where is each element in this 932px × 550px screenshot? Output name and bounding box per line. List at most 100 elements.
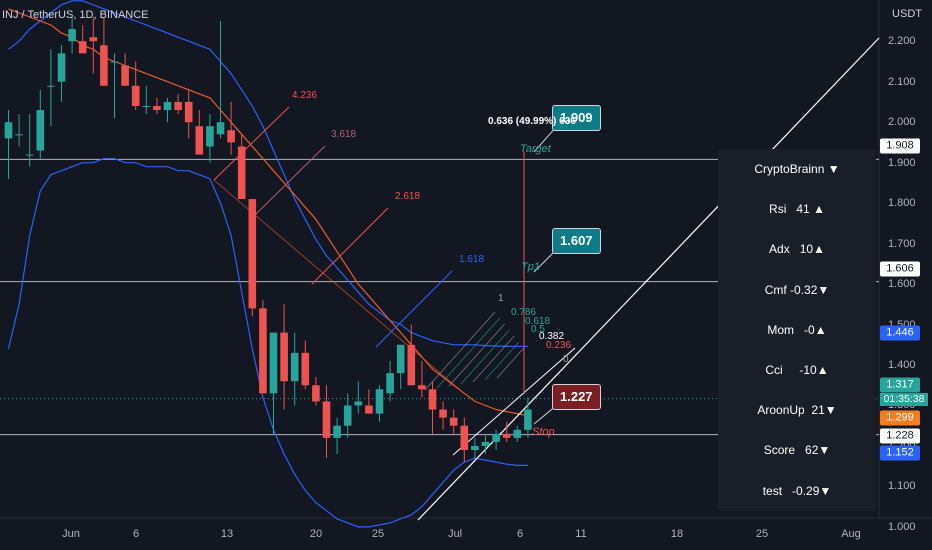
bar-countdown: 01:35:38	[880, 393, 928, 406]
candle-body-14	[153, 105, 161, 111]
candle-body-25	[269, 332, 278, 394]
level-badge-1228: 1.228	[880, 428, 920, 444]
price-tick: 1.000	[888, 520, 916, 533]
candle-body-7	[78, 41, 87, 54]
price-tick: 2.000	[888, 116, 916, 129]
bollinger-lower-line	[7, 158, 528, 528]
symbol-info[interactable]: INJ / TetherUS, 1D, BINANCE	[2, 9, 149, 21]
fib-ch-0236: 0.236	[546, 340, 572, 351]
tp1-callout[interactable]: 1.607	[552, 228, 601, 254]
candle-body-41	[439, 409, 447, 418]
candle-body-30	[322, 401, 331, 438]
tp1-label: Tp1	[521, 261, 540, 273]
candle-body-35	[375, 389, 384, 414]
date-tick: Jun	[62, 528, 80, 540]
candle-body-24	[259, 308, 267, 394]
bollinger-upper-line	[8, 0, 528, 347]
candle-body-40	[428, 389, 437, 410]
level-badge-1908: 1.908	[880, 138, 920, 154]
date-tick: 13	[220, 528, 234, 540]
candle-body-47	[502, 433, 511, 438]
date-tick: 25	[755, 528, 769, 540]
level-badge-1606: 1.606	[880, 261, 920, 277]
date-tick: 6	[132, 528, 140, 540]
price-tick: 2.100	[888, 75, 916, 88]
date-tick: Aug	[841, 528, 861, 540]
fib-ch-0: 0	[563, 354, 569, 365]
fib-channel-line-6	[496, 347, 525, 379]
candle-body-26	[280, 332, 288, 382]
indicator-aroonup: AroonUp 21▼	[757, 403, 837, 418]
stop-callout[interactable]: 1.227	[552, 384, 601, 410]
candle-body-10	[110, 61, 119, 63]
candle-body-46	[492, 433, 500, 442]
price-tick: 1.600	[888, 278, 916, 291]
candle-body-38	[407, 344, 416, 386]
candle-body-28	[301, 352, 310, 386]
candle-body-19	[206, 126, 214, 147]
date-tick: 11	[575, 528, 587, 540]
fib-ext-3618: 3.618	[331, 129, 357, 140]
measure-label: 0.636 (49.99%) 636	[488, 116, 576, 127]
indicator-table: CryptoBrainn ▼ Rsi 41 ▲ Adx 10▲ Cmf -0.3…	[718, 149, 876, 511]
candle-body-15	[163, 101, 172, 111]
fib-channel-line-4	[472, 335, 515, 383]
currency-label: USDT	[892, 8, 922, 20]
candle-body-5	[57, 53, 66, 82]
indicator-test: test -0.29▼	[762, 483, 832, 498]
fib-ext-line-2618	[311, 207, 389, 285]
date-tick: 25	[371, 528, 385, 540]
candle-body-31	[333, 425, 341, 438]
date-tick: Jul	[447, 528, 463, 540]
candle-body-33	[354, 401, 363, 406]
fib-ch-0618: 0.618	[525, 316, 551, 327]
fib-channel-line-5	[484, 341, 520, 381]
indicator-cmf: Cmf -0.32▼	[764, 282, 830, 297]
price-tick: 2.200	[888, 35, 916, 48]
stop-label: Stop	[532, 426, 555, 438]
candle-body-21	[227, 130, 235, 143]
candle-body-48	[513, 429, 522, 438]
candle-body-12	[131, 85, 140, 106]
fib-ext-line-4236	[213, 106, 290, 181]
date-tick: 20	[309, 528, 323, 540]
trend-line-lower	[452, 347, 576, 456]
ma-badge: 1.299	[880, 410, 920, 426]
candle-body-32	[343, 405, 352, 426]
candle-body-36	[386, 373, 394, 394]
last-price-badge: 1.317	[880, 377, 920, 393]
candle-body-9	[100, 45, 108, 86]
candle-body-45	[481, 441, 490, 446]
candle-body-1	[15, 134, 23, 136]
price-tick: 1.700	[888, 237, 916, 250]
indicator-rsi: Rsi 41 ▲	[769, 202, 825, 217]
date-tick: 18	[670, 528, 684, 540]
candle-body-3	[36, 110, 45, 151]
fib-ext-4236: 4.236	[292, 90, 318, 101]
price-tick: 1.800	[888, 197, 916, 210]
fib-ch-05: 0.5	[531, 324, 545, 335]
indicator-cci: Cci -10▲	[765, 363, 829, 378]
candle-body-22	[237, 146, 246, 200]
bb-upper-badge: 1.446	[880, 325, 920, 341]
candle-body-39	[418, 385, 426, 390]
indicator-adx: Adx 10▲	[769, 242, 825, 257]
price-tick: 1.900	[888, 156, 916, 169]
candle-body-29	[312, 385, 320, 402]
fib-ext-2618: 2.618	[395, 191, 421, 202]
target-callout[interactable]: 1.909	[552, 105, 601, 131]
candle-body-20	[216, 122, 225, 135]
candle-body-44	[471, 445, 479, 451]
fib-channel-line-2	[448, 323, 505, 387]
candle-body-49	[524, 409, 532, 430]
candle-body-43	[460, 425, 469, 451]
fib-ch-1: 1	[498, 293, 504, 304]
candle-body-11	[121, 65, 129, 86]
indicator-header[interactable]: CryptoBrainn ▼	[754, 162, 840, 177]
fib-channel-line-1	[436, 317, 501, 389]
fib-ext-1618: 1.618	[459, 254, 485, 265]
fib-ext-line-3618	[249, 145, 326, 221]
candle-body-17	[184, 101, 193, 123]
price-tick: 1.100	[888, 480, 916, 493]
